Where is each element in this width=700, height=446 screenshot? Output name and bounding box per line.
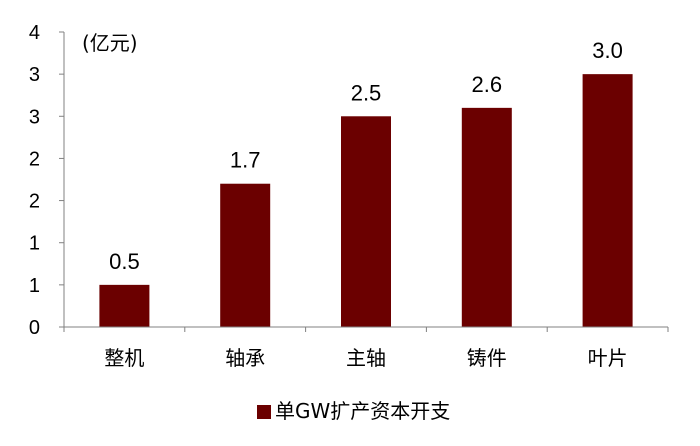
data-label: 2.6	[472, 72, 503, 97]
y-tick-label: 1	[29, 275, 40, 297]
y-tick-label: 2	[29, 191, 40, 213]
y-tick-label: 2	[29, 148, 40, 170]
data-label: 0.5	[109, 249, 140, 274]
x-axis-labels: 整机 轴承 主轴 铸件 叶片	[104, 346, 627, 370]
data-labels: 0.5 1.7 2.5 2.6 3.0	[109, 38, 623, 274]
bar	[99, 284, 150, 327]
y-tick-label: 0	[29, 317, 40, 339]
x-tick-label: 主轴	[346, 346, 386, 370]
legend-label: 单GW扩产资本开支	[275, 399, 450, 423]
x-tick-label: 叶片	[588, 346, 628, 370]
y-tick-label: 3	[29, 64, 40, 86]
y-tick-label: 1	[29, 233, 40, 255]
y-tick-label: 4	[29, 22, 40, 44]
data-label: 1.7	[230, 148, 261, 173]
unit-label: (亿元)	[82, 31, 138, 55]
bars	[99, 74, 633, 328]
data-label: 3.0	[592, 38, 623, 63]
axes	[59, 31, 669, 332]
x-tick-label: 铸件	[467, 346, 507, 370]
bar	[461, 107, 512, 327]
x-tick-label: 轴承	[225, 346, 265, 370]
y-tick-label: 3	[29, 106, 40, 128]
legend: 单GW扩产资本开支	[257, 399, 450, 423]
data-label: 2.5	[351, 80, 382, 105]
bar	[582, 74, 633, 328]
x-tick-label: 整机	[104, 346, 144, 370]
y-axis-ticks: 0 1 1 2 2 3 3 4	[29, 22, 40, 339]
bar	[220, 183, 271, 327]
legend-swatch	[257, 405, 271, 419]
bar	[341, 116, 391, 328]
